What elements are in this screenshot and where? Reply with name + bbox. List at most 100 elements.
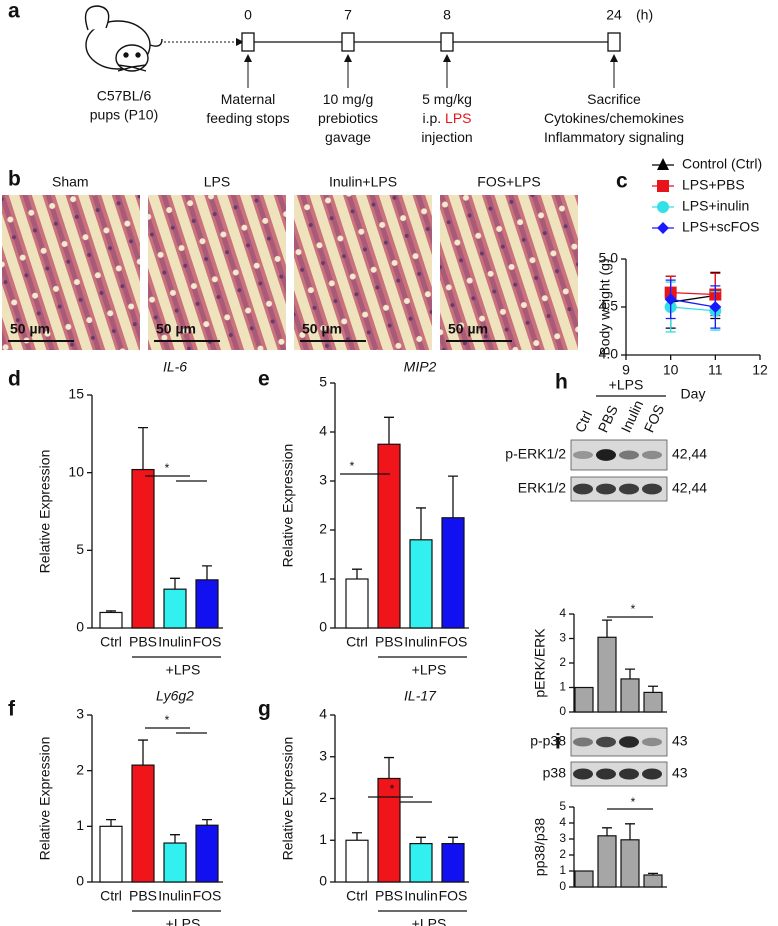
step-text-part: 10 mg/g: [323, 91, 374, 107]
panel-label: d: [8, 368, 21, 391]
y-tick-label: 4: [319, 423, 327, 439]
legend-marker: [657, 180, 669, 192]
y-tick-label: 2: [319, 789, 327, 805]
error-bar: [602, 827, 612, 836]
step-text-part: Sacrifice: [587, 91, 641, 107]
x-tick-label: 9: [622, 362, 630, 378]
y-tick-label: 1: [76, 817, 84, 833]
legend-label: LPS+inulin: [682, 198, 749, 214]
x-tick-label: Ctrl: [100, 634, 122, 650]
y-tick-label: 4: [559, 815, 566, 829]
animal-label: pups (P10): [90, 107, 158, 123]
panel-label: i: [555, 731, 561, 754]
y-tick-label: 4.5: [599, 298, 619, 314]
panel-label: h: [555, 371, 568, 394]
blot-size: 43: [672, 733, 688, 749]
blot-band: [619, 450, 639, 460]
significance-label: *: [631, 795, 636, 809]
bar: [620, 678, 640, 713]
x-tick-label: FOS: [439, 634, 468, 650]
series-line: [670, 298, 716, 308]
bar: [409, 842, 433, 883]
blot-band: [573, 737, 593, 747]
y-tick-label: 3: [559, 831, 566, 845]
panel-label: c: [616, 170, 628, 193]
error-bar: [625, 823, 635, 840]
timeline-box: [607, 32, 621, 52]
error-bar: [352, 568, 362, 579]
blot-name: p38: [543, 765, 567, 781]
blot-size: 42,44: [672, 480, 707, 496]
error-bar: [648, 685, 658, 693]
x-tick-label: PBS: [375, 888, 403, 904]
step-text-part: 5 mg/kg: [422, 91, 472, 107]
timeline-box: [241, 32, 255, 52]
bar: [441, 842, 465, 883]
significance-label: *: [390, 782, 395, 796]
blot-band: [596, 736, 616, 748]
x-tick-label: FOS: [193, 634, 222, 650]
error-bar: [384, 756, 394, 779]
step-text-part: gavage: [325, 129, 371, 145]
step-text: Maternal: [221, 91, 275, 107]
error-bar: [170, 834, 180, 844]
scale-bar-label: 50 µm: [448, 321, 488, 337]
timeline-box: [440, 32, 454, 52]
bar: [377, 443, 401, 629]
bar: [574, 686, 594, 713]
bar: [377, 777, 401, 883]
x-tick-label: Ctrl: [346, 634, 368, 650]
step-text-part: i.p.: [422, 110, 445, 126]
step-text-part: Inflammatory signaling: [544, 129, 684, 145]
marker: [664, 293, 677, 306]
animal-label: C57BL/6: [97, 88, 152, 104]
histology-image: [440, 195, 578, 350]
legend-marker: [657, 222, 669, 234]
y-axis-label: pp38/p38: [532, 818, 548, 877]
panel-label: e: [258, 368, 270, 391]
legend-marker: [657, 201, 669, 213]
group-label: +LPS: [412, 916, 447, 926]
time-label: 7: [344, 7, 352, 23]
significance-label: *: [631, 602, 636, 616]
error-bar: [625, 668, 635, 679]
y-axis-label: pERK/ERK: [532, 628, 548, 698]
bar: [597, 636, 617, 713]
blot-band: [642, 768, 662, 780]
x-axis-label: Day: [681, 386, 706, 402]
x-tick-label: PBS: [129, 634, 157, 650]
x-tick-label: FOS: [193, 888, 222, 904]
bar: [597, 835, 617, 888]
bar: [345, 839, 369, 883]
error-bar: [202, 565, 212, 580]
panel-label: f: [8, 698, 16, 721]
y-tick-label: 5: [319, 374, 327, 390]
bar: [620, 839, 640, 888]
blot-band: [642, 450, 662, 460]
x-tick-label: FOS: [439, 888, 468, 904]
group-label: +LPS: [166, 916, 201, 926]
blot-band: [596, 483, 616, 495]
time-label: 8: [443, 7, 451, 23]
step-text-part: LPS: [445, 110, 471, 126]
chart-title: IL-6: [163, 359, 187, 375]
step-text: 10 mg/g: [323, 91, 374, 107]
x-tick-label: PBS: [129, 888, 157, 904]
y-tick-label: 1: [319, 570, 327, 586]
bar: [163, 842, 187, 883]
significance-label: *: [165, 461, 170, 475]
blot-name: ERK1/2: [518, 480, 566, 496]
group-label: +LPS: [166, 662, 201, 678]
blot-band: [573, 483, 593, 495]
error-bar: [138, 739, 148, 766]
image-title: Sham: [52, 174, 89, 190]
y-tick-label: 5: [76, 541, 84, 557]
bar: [99, 611, 123, 629]
y-tick-label: 1: [319, 831, 327, 847]
y-tick-label: 3: [319, 747, 327, 763]
y-tick-label: 3: [76, 706, 84, 722]
chart-title: IL-17: [404, 688, 437, 704]
series-line: [670, 291, 716, 296]
bar: [643, 874, 663, 888]
